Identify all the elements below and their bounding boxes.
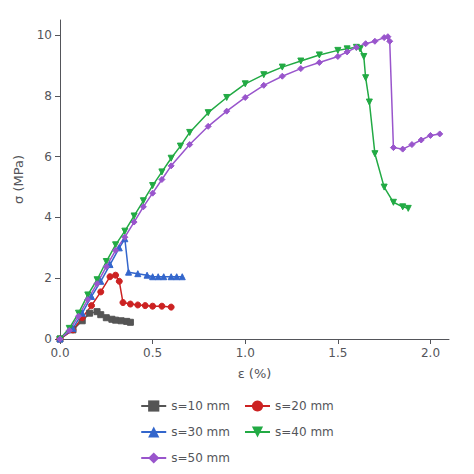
svg-text:4: 4 [44, 210, 52, 224]
svg-text:0.5: 0.5 [143, 346, 162, 360]
svg-text:8: 8 [44, 89, 52, 103]
svg-text:0: 0 [44, 332, 52, 346]
svg-text:0.0: 0.0 [50, 346, 69, 360]
svg-text:s=40 mm: s=40 mm [275, 425, 334, 439]
svg-text:s=20 mm: s=20 mm [275, 399, 334, 413]
svg-text:σ (MPa): σ (MPa) [11, 155, 26, 204]
svg-text:1.0: 1.0 [236, 346, 255, 360]
svg-text:2.0: 2.0 [421, 346, 440, 360]
svg-text:s=50 mm: s=50 mm [171, 451, 230, 465]
svg-text:s=30 mm: s=30 mm [171, 425, 230, 439]
svg-text:ε (%): ε (%) [238, 366, 272, 381]
svg-text:10: 10 [37, 28, 52, 42]
svg-text:6: 6 [44, 150, 52, 164]
svg-text:2: 2 [44, 271, 52, 285]
svg-text:1.5: 1.5 [328, 346, 347, 360]
svg-text:s=10 mm: s=10 mm [171, 399, 230, 413]
